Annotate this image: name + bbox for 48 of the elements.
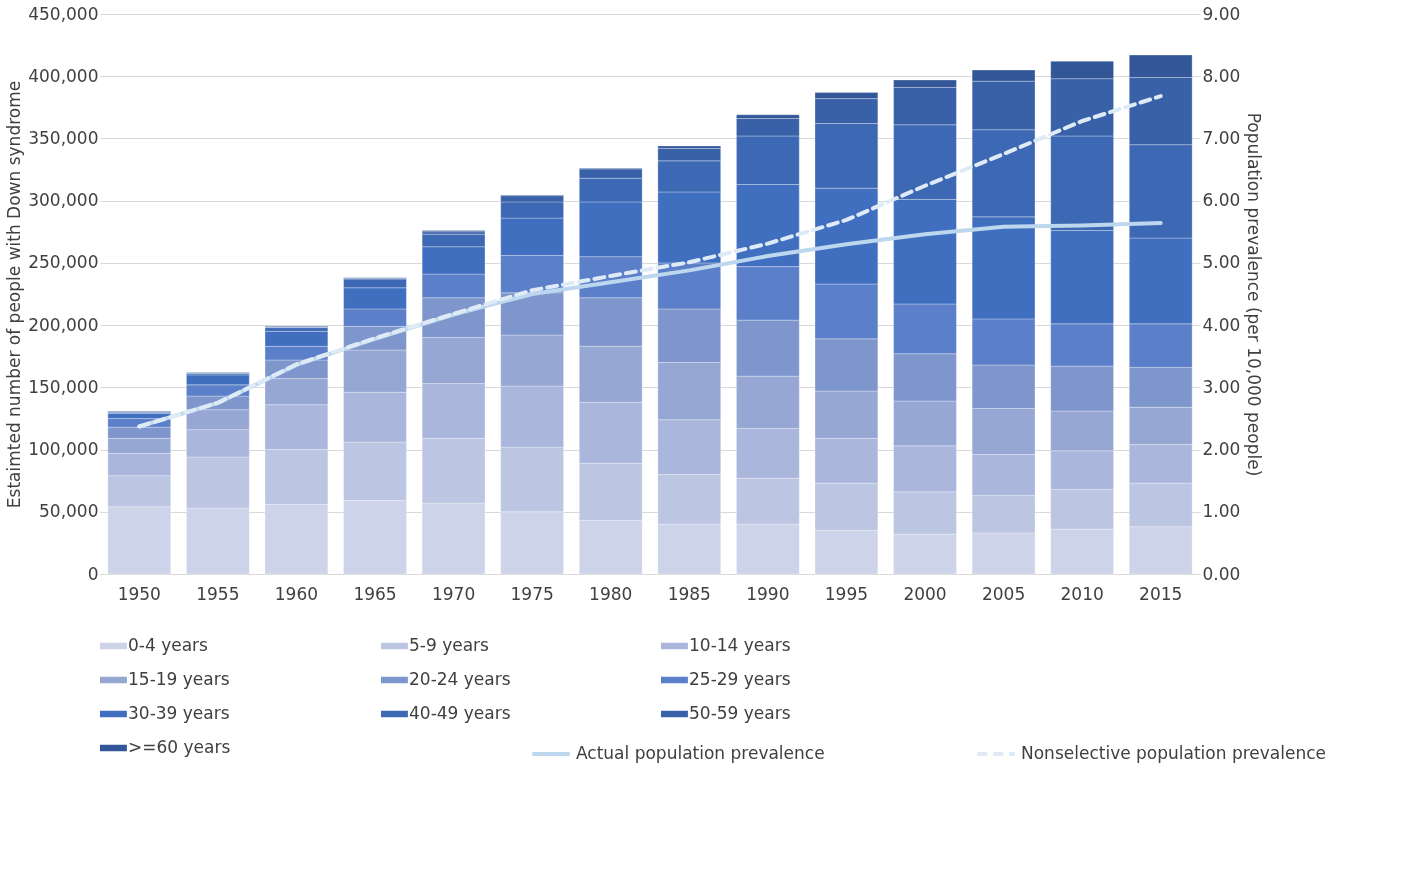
legend-label: Actual population prevalence [576, 743, 825, 763]
y2-tick-label: 8.00 [1202, 65, 1241, 86]
y-tick-label: 400,000 [28, 65, 99, 86]
legend-label: 0-4 years [128, 635, 209, 655]
y2-axis-title: Population prevalence (per 10,000 people) [1244, 112, 1265, 477]
legend-label: 15-19 years [128, 669, 230, 689]
x-tick-label: 1980 [589, 583, 633, 604]
legend-label: Nonselective population prevalence [1021, 743, 1327, 763]
x-tick-label: 2015 [1139, 583, 1183, 604]
x-tick-label: 1975 [510, 583, 554, 604]
y-tick-label: 350,000 [28, 127, 99, 148]
y2-tick-label: 9.00 [1202, 3, 1241, 24]
x-tick-label: 1990 [746, 583, 790, 604]
x-tick-label: 1985 [667, 583, 711, 604]
y2-tick-label: 1.00 [1202, 501, 1241, 522]
y-tick-label: 0 [87, 563, 99, 584]
legend-label: 50-59 years [689, 703, 791, 723]
y-tick-label: 100,000 [28, 439, 99, 460]
y-tick-label: 250,000 [28, 252, 99, 273]
legend-label: 25-29 years [689, 669, 791, 689]
y2-tick-label: 0.00 [1202, 563, 1241, 584]
y2-tick-label: 5.00 [1202, 252, 1241, 273]
y-tick-label: 450,000 [28, 3, 99, 24]
x-tick-label: 2000 [903, 583, 947, 604]
legend-label: 30-39 years [128, 703, 230, 723]
x-tick-label: 1995 [824, 583, 869, 604]
legend-label: 10-14 years [689, 635, 791, 655]
x-tick-label: 1960 [274, 583, 319, 604]
y2-tick-label: 3.00 [1202, 376, 1241, 397]
x-tick-label: 2010 [1060, 583, 1104, 604]
y-tick-label: 50,000 [39, 501, 99, 522]
y-tick-label: 300,000 [28, 190, 99, 211]
x-tick-label: 1970 [431, 583, 476, 604]
legend-label: >=60 years [128, 737, 231, 757]
x-tick-label: 1955 [196, 583, 240, 604]
y-tick-label: 200,000 [28, 314, 99, 335]
x-tick-label: 2005 [981, 583, 1026, 604]
x-tick-label: 1965 [353, 583, 397, 604]
y2-tick-label: 6.00 [1202, 190, 1241, 211]
x-tick-label: 1950 [117, 583, 161, 604]
legend-label: 20-24 years [409, 669, 511, 689]
y2-tick-label: 7.00 [1202, 127, 1241, 148]
legend-label: 5-9 years [409, 635, 490, 655]
y-tick-label: 150,000 [28, 376, 99, 397]
y2-tick-label: 4.00 [1202, 314, 1241, 335]
legend-label: 40-49 years [409, 703, 511, 723]
y2-tick-label: 2.00 [1202, 439, 1241, 460]
y-axis-title: Estaimted number of people with Down syndrome [4, 80, 25, 509]
